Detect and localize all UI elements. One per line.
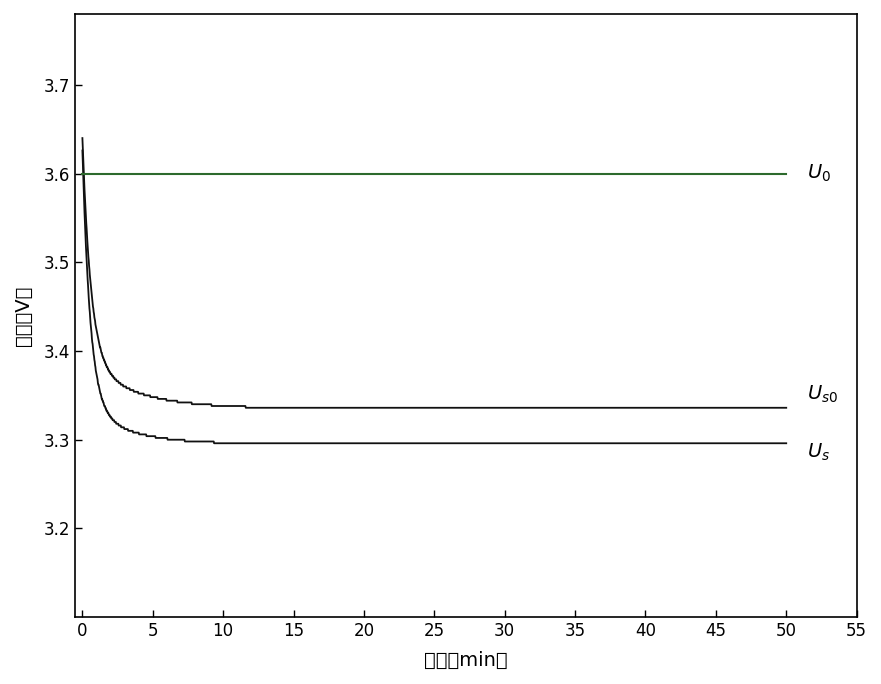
Y-axis label: 电压（V）: 电压（V） xyxy=(14,285,33,345)
X-axis label: 时间（min）: 时间（min） xyxy=(424,651,507,670)
Text: $U_s$: $U_s$ xyxy=(807,441,831,463)
Text: $U_0$: $U_0$ xyxy=(807,163,832,184)
Text: $U_{s0}$: $U_{s0}$ xyxy=(807,384,839,405)
